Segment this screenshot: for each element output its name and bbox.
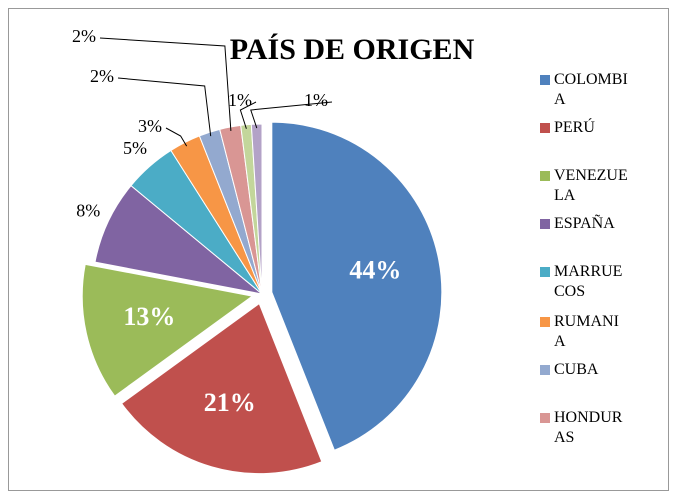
legend-label: MARRUECOS	[554, 263, 623, 300]
data-label: 13%	[123, 302, 175, 331]
legend-label: RUMANIA	[554, 313, 619, 350]
legend-swatch	[540, 123, 550, 133]
legend-label: COLOMBIA	[554, 71, 628, 108]
data-label: 2%	[72, 26, 96, 46]
data-label: 1%	[228, 90, 252, 110]
data-label: 21%	[204, 388, 256, 417]
legend-label: HONDURAS	[554, 409, 623, 446]
legend-label: VENEZUELA	[554, 167, 628, 204]
leader-line	[250, 101, 333, 129]
legend-label: ESPAÑA	[554, 215, 615, 232]
leader-line	[165, 127, 188, 147]
legend-swatch	[540, 171, 550, 181]
data-label: 2%	[90, 66, 114, 86]
legend-label: CUBA	[554, 361, 599, 378]
legend-swatch	[540, 267, 550, 277]
pie-slice	[120, 302, 323, 475]
legend-label: PERÚ	[554, 119, 595, 136]
legend-swatch	[540, 365, 550, 375]
leader-line	[99, 37, 232, 131]
legend-swatch	[540, 75, 550, 85]
data-label: 8%	[76, 200, 100, 220]
legend-swatch	[540, 413, 550, 423]
data-label: 3%	[138, 116, 162, 136]
data-label: 1%	[304, 90, 328, 110]
leader-line	[239, 101, 257, 129]
pie-slice	[81, 263, 254, 397]
pie-slice	[250, 123, 263, 295]
leader-line	[117, 77, 212, 137]
frame	[8, 8, 669, 491]
data-label: 44%	[349, 255, 401, 284]
chart-title: PAÍS DE ORIGEN	[230, 33, 475, 66]
data-label: 5%	[123, 138, 147, 158]
pie-slice	[271, 121, 443, 451]
legend-swatch	[540, 317, 550, 327]
legend-swatch	[540, 219, 550, 229]
